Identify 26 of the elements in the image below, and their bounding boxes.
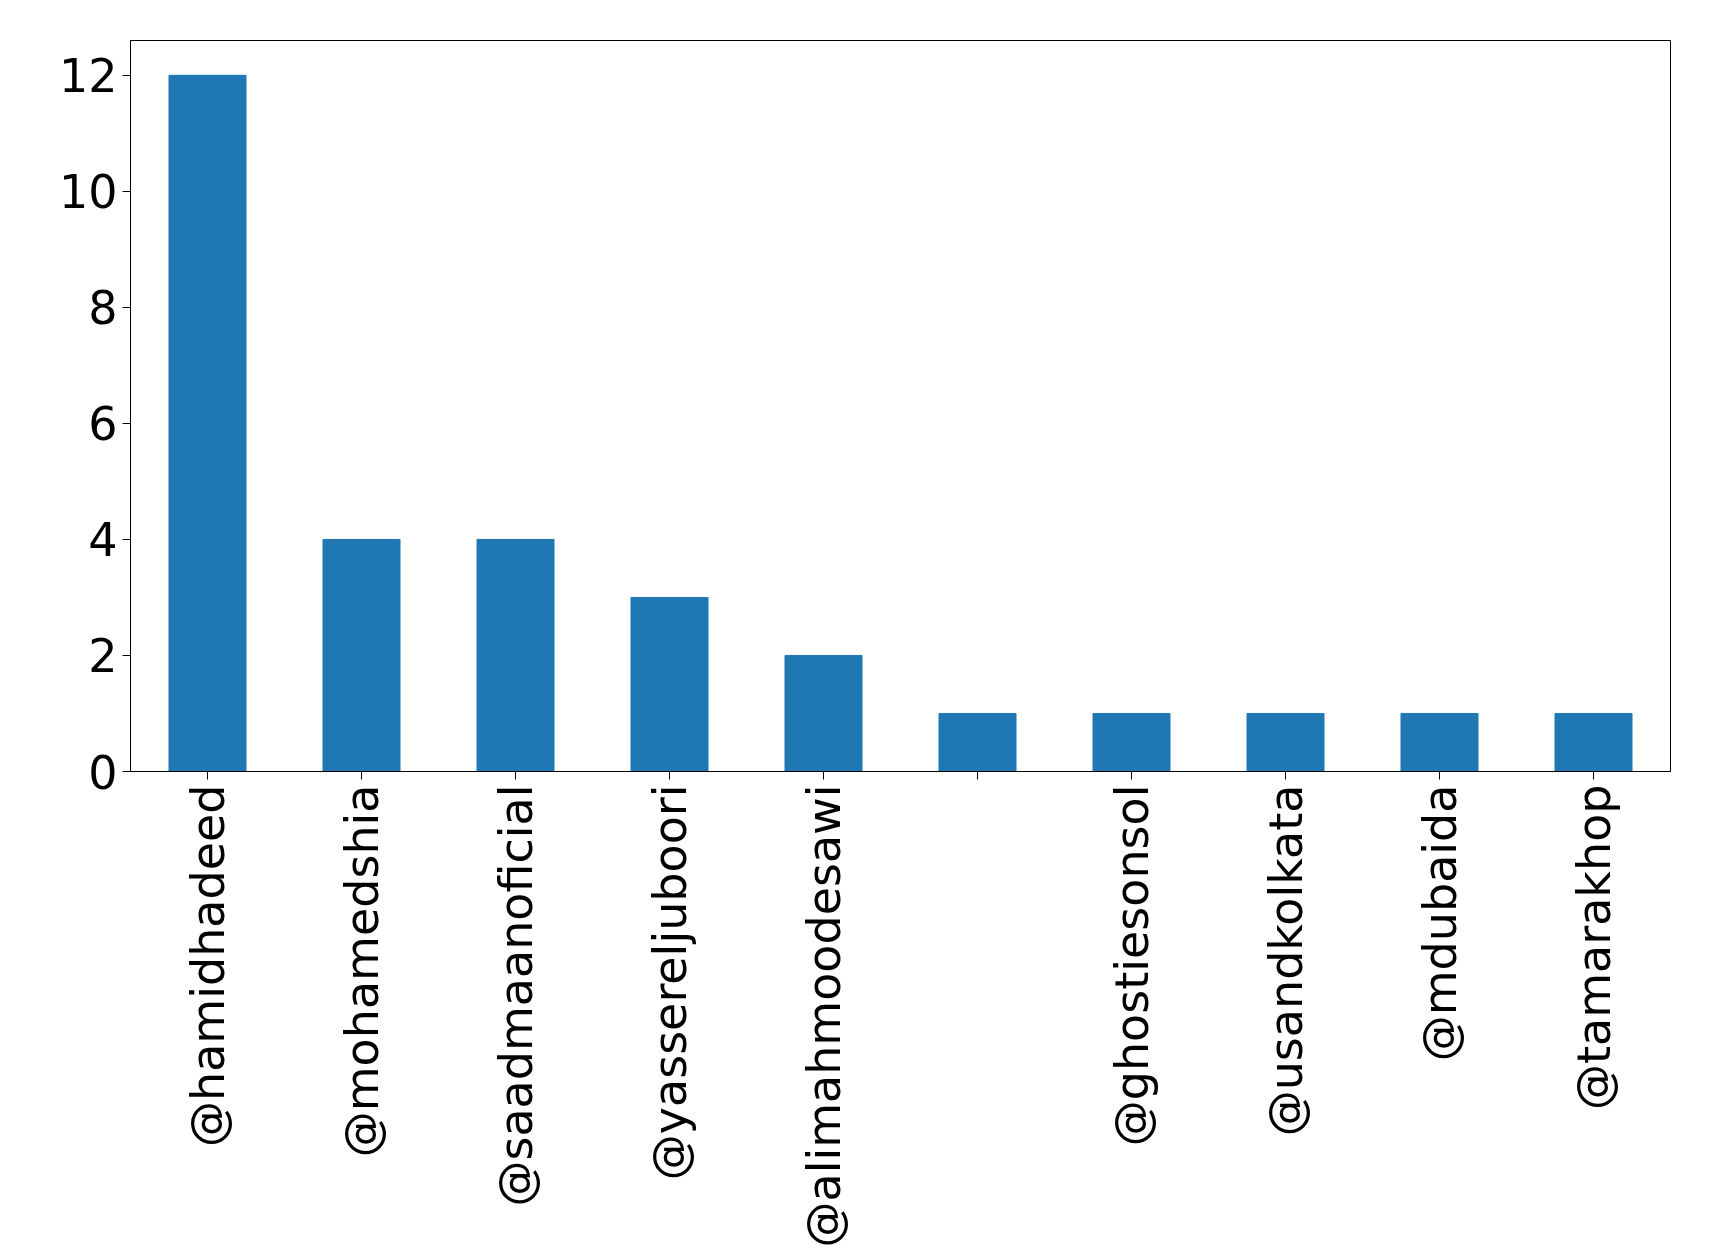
y-tick-label: 6 xyxy=(88,397,118,452)
bar xyxy=(1246,712,1325,772)
x-tick-label: @mohamedshia xyxy=(334,784,389,1158)
x-tick-label: @usandkolkata xyxy=(1258,784,1313,1137)
x-tick-label: @mdubaida xyxy=(1412,784,1467,1062)
bar xyxy=(938,712,1017,772)
y-tick-label: 8 xyxy=(88,281,118,336)
x-tick-label: @hamidhadeed xyxy=(180,784,235,1147)
bar xyxy=(1400,712,1479,772)
x-tick-label: @ghostiesonsol xyxy=(1104,784,1159,1147)
y-tick-label: 2 xyxy=(88,629,118,684)
bar xyxy=(1092,712,1171,772)
bar xyxy=(168,74,247,772)
x-tick-label: @saadmaanoficial xyxy=(488,784,543,1207)
y-tick-label: 12 xyxy=(58,49,118,104)
bar xyxy=(630,596,709,772)
bar xyxy=(476,538,555,772)
bar xyxy=(784,654,863,772)
y-tick-label: 10 xyxy=(58,165,118,220)
bar xyxy=(1554,712,1633,772)
y-tick-label: 4 xyxy=(88,513,118,568)
x-tick-label: @yassereljuboori xyxy=(642,784,697,1181)
y-tick-label: 0 xyxy=(88,745,118,800)
x-tick-label: @alimahmoodesawi xyxy=(796,784,851,1248)
x-tick-label: @tamarakhop xyxy=(1566,784,1621,1110)
bar xyxy=(322,538,401,772)
